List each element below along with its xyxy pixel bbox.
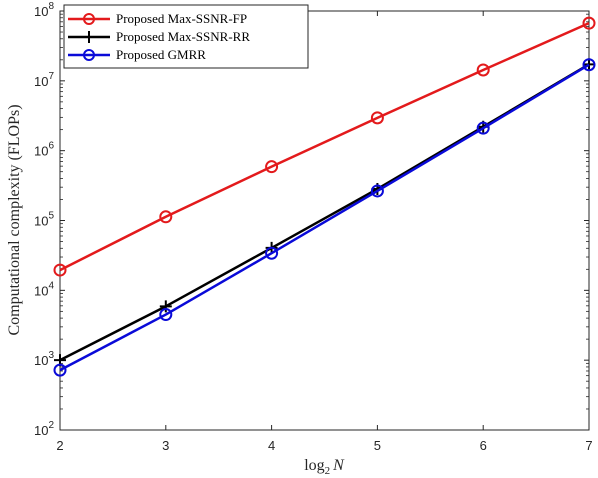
- legend-marker-gmrr: [83, 49, 95, 61]
- y-tick-label: 102: [34, 420, 54, 438]
- data-point: [582, 16, 596, 30]
- x-tick-label: 3: [162, 438, 169, 453]
- legend: Proposed Max-SSNR-FP Proposed Max-SSNR-R…: [63, 4, 309, 69]
- y-axis-label: Computational complexity (FLOPs): [6, 104, 23, 335]
- plot-area: [59, 10, 590, 431]
- legend-item-fp: Proposed Max-SSNR-FP: [68, 11, 247, 26]
- data-point: [370, 111, 384, 125]
- y-tick-label: 106: [34, 141, 54, 159]
- data-point: [265, 246, 279, 260]
- legend-item-rr: Proposed Max-SSNR-RR: [68, 29, 250, 44]
- series-layer: [53, 16, 596, 377]
- series-line: [59, 22, 590, 272]
- series-line: [59, 63, 590, 372]
- x-axis-label: log2 N: [304, 457, 345, 477]
- legend-marker-fp: [83, 13, 95, 25]
- series-3: [53, 58, 596, 377]
- series-1: [53, 16, 596, 277]
- axis-ticks: 2 3 4 5 6 7 102 103 104 105 106 107 108: [34, 1, 593, 453]
- legend-label-gmrr: Proposed GMRR: [116, 47, 206, 62]
- y-tick-label: 104: [34, 280, 54, 298]
- legend-item-gmrr: Proposed GMRR: [68, 47, 206, 62]
- x-tick-label: 7: [585, 438, 592, 453]
- data-point: [159, 210, 173, 224]
- x-axis-label-variable: N: [332, 457, 345, 474]
- legend-marker-rr: [83, 31, 95, 43]
- y-tick-label: 103: [34, 350, 54, 368]
- x-tick-label: 4: [268, 438, 275, 453]
- y-tick-label: 107: [34, 71, 54, 89]
- legend-label-fp: Proposed Max-SSNR-FP: [116, 11, 247, 26]
- data-point: [159, 308, 173, 322]
- data-point: [53, 363, 67, 377]
- x-tick-label: 5: [374, 438, 381, 453]
- data-point: [583, 58, 595, 71]
- data-point: [53, 263, 67, 277]
- y-tick-label: 105: [34, 211, 54, 229]
- data-point: [476, 121, 490, 135]
- x-tick-label: 6: [480, 438, 487, 453]
- data-point: [265, 160, 279, 174]
- data-point: [476, 63, 490, 77]
- data-point: [370, 184, 384, 198]
- x-axis-label-subscript: 2: [325, 465, 331, 477]
- data-point: [159, 300, 172, 313]
- y-tick-label: 108: [34, 1, 54, 19]
- legend-label-rr: Proposed Max-SSNR-RR: [116, 29, 250, 44]
- x-tick-label: 2: [56, 438, 63, 453]
- data-point: [582, 58, 596, 72]
